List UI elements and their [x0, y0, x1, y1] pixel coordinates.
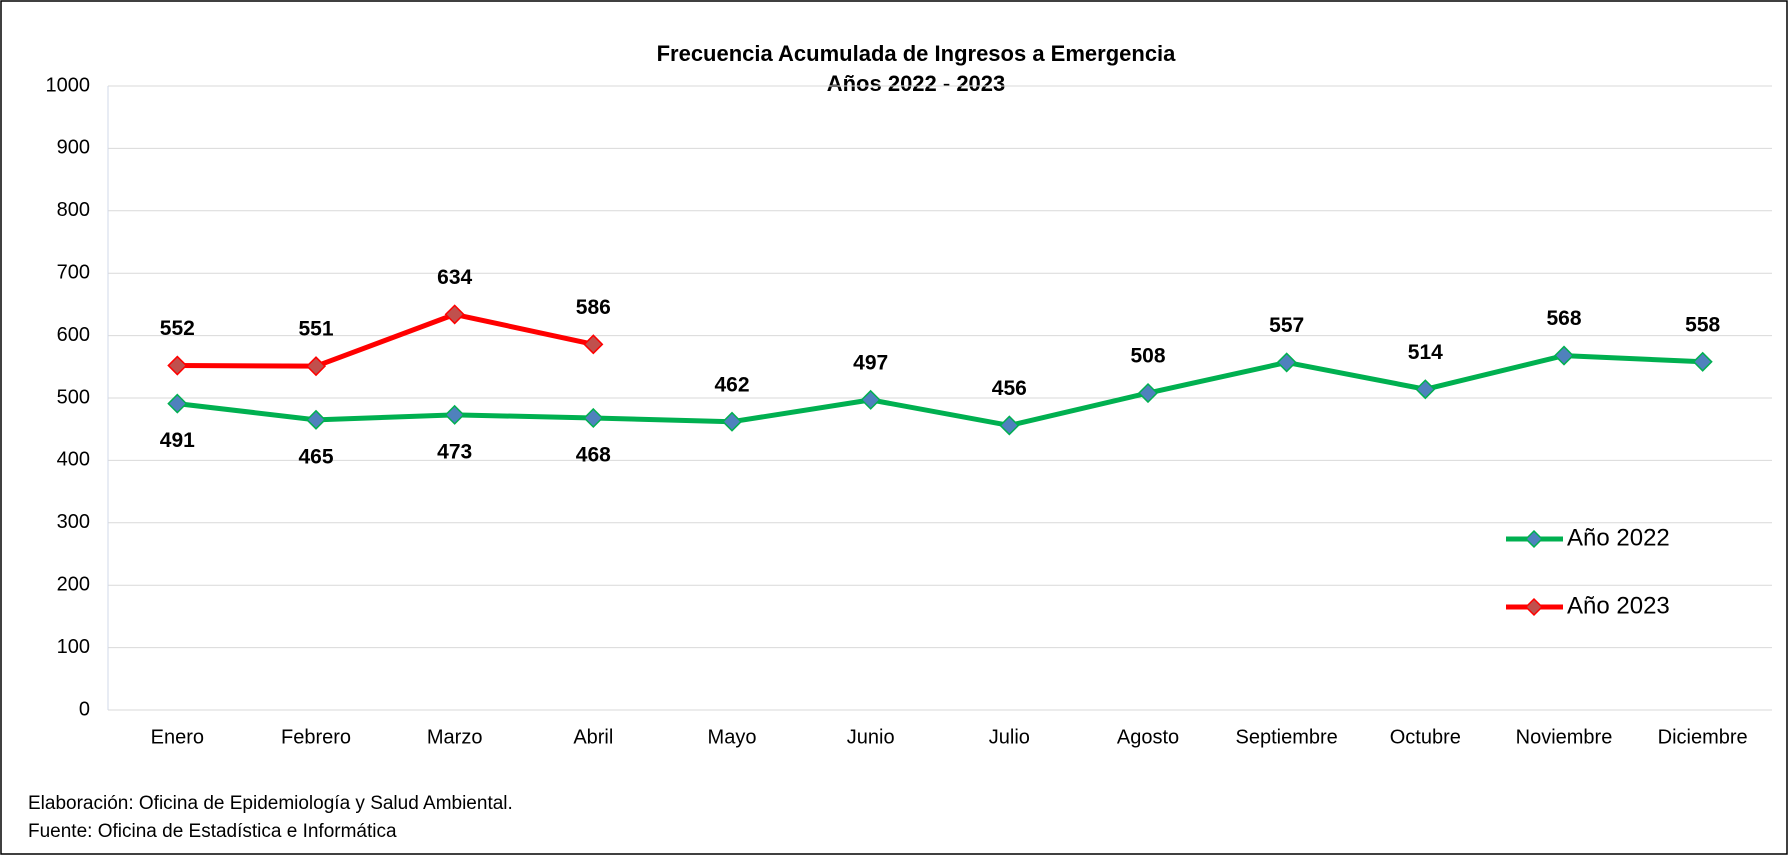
legend-marker: [1524, 529, 1544, 549]
x-tick-label: Enero: [151, 726, 204, 748]
marker: [860, 389, 881, 410]
y-tick-label: 500: [57, 386, 90, 408]
data-label: 491: [160, 429, 195, 452]
marker: [1137, 382, 1159, 404]
marker: [1276, 352, 1297, 373]
data-label: 552: [160, 317, 195, 340]
chart-title: Frecuencia Acumulada de Ingresos a Emerg…: [657, 41, 1177, 66]
marker: [583, 407, 604, 429]
data-label: 551: [298, 318, 333, 341]
x-tick-label: Junio: [847, 726, 895, 748]
legend-label: Año 2023: [1567, 592, 1670, 619]
marker: [999, 415, 1020, 436]
marker: [444, 404, 465, 425]
y-tick-label: 800: [57, 199, 90, 221]
marker: [167, 355, 188, 376]
x-tick-label: Marzo: [427, 726, 483, 748]
legend-label: Año 2022: [1567, 524, 1670, 551]
marker: [1553, 345, 1575, 366]
x-tick-label: Julio: [989, 726, 1030, 748]
data-label: 508: [1130, 345, 1165, 368]
series-line: [177, 311, 594, 369]
x-tick-label: Noviembre: [1516, 726, 1613, 748]
marker: [721, 411, 743, 432]
data-label: 473: [437, 440, 472, 463]
y-tick-label: 100: [57, 636, 90, 658]
marker: [1692, 351, 1713, 372]
y-tick-label: 700: [57, 261, 90, 283]
data-label: 558: [1685, 313, 1720, 336]
data-label: 462: [714, 373, 749, 396]
footnote: Elaboración: Oficina de Epidemiología y …: [28, 793, 513, 814]
y-tick-label: 400: [57, 449, 90, 471]
footnote: Fuente: Oficina de Estadística e Informá…: [28, 821, 397, 842]
x-tick-label: Diciembre: [1658, 726, 1748, 748]
marker: [305, 409, 327, 430]
marker: [1415, 379, 1436, 400]
x-tick-label: Agosto: [1117, 726, 1179, 748]
y-tick-label: 900: [57, 137, 90, 159]
y-tick-label: 1000: [46, 74, 91, 96]
marker: [167, 393, 188, 414]
y-tick-label: 300: [57, 511, 90, 533]
data-label: 586: [576, 296, 611, 319]
x-tick-label: Abril: [573, 726, 613, 748]
data-label: 514: [1408, 341, 1443, 364]
x-tick-label: Mayo: [708, 726, 757, 748]
data-label: 465: [298, 445, 333, 468]
data-label: 468: [576, 444, 611, 467]
chart-subtitle: Años 2022 - 2023: [827, 71, 1006, 96]
x-tick-label: Febrero: [281, 726, 351, 748]
x-tick-label: Septiembre: [1236, 726, 1338, 748]
data-label: 497: [853, 351, 888, 374]
data-label: 456: [992, 377, 1027, 400]
y-tick-label: 0: [79, 698, 90, 720]
marker: [444, 304, 465, 325]
data-label: 634: [437, 266, 472, 289]
legend-marker: [1524, 597, 1544, 617]
marker: [583, 334, 604, 355]
series-line: [177, 353, 1703, 428]
marker: [305, 356, 327, 377]
x-tick-label: Octubre: [1390, 726, 1461, 748]
data-label: 557: [1269, 314, 1304, 337]
y-tick-label: 200: [57, 573, 90, 595]
y-tick-label: 600: [57, 324, 90, 346]
data-label: 568: [1546, 307, 1581, 330]
